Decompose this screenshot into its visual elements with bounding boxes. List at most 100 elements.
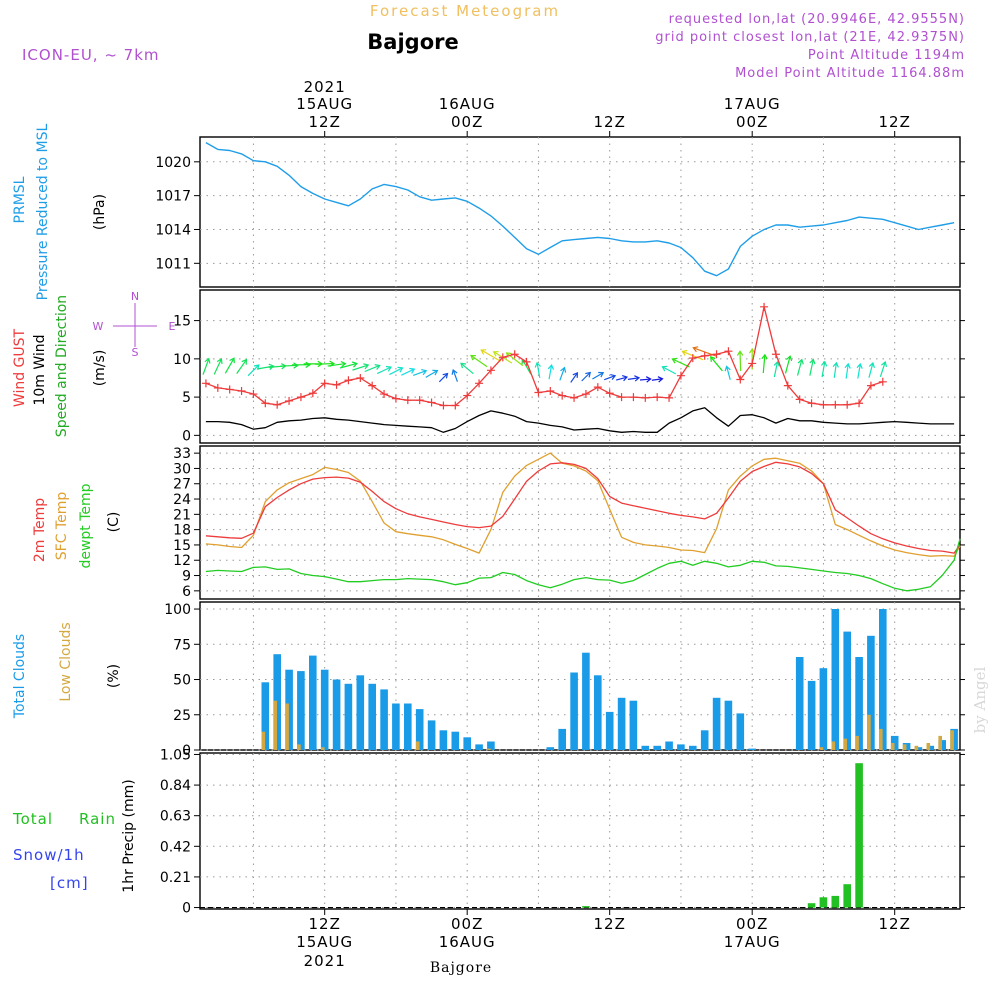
wind-vector-head xyxy=(709,356,716,362)
wind-vector-head xyxy=(460,362,467,369)
wind-vector-head xyxy=(204,357,211,364)
wind-gust-marker xyxy=(498,353,507,362)
y-tick-label: 75 xyxy=(173,637,191,653)
total-cloud-bar xyxy=(617,697,626,750)
wind-vector-shaft xyxy=(364,364,380,373)
wind-gust-marker xyxy=(475,379,484,388)
wind-vector-head xyxy=(585,371,591,378)
wind-vector-shaft xyxy=(796,359,803,376)
wind-vector-head xyxy=(572,371,579,378)
wind-series xyxy=(201,302,955,433)
wind-gust-marker xyxy=(415,396,424,405)
y-tick-label: 1020 xyxy=(155,155,191,171)
total-cloud-bar xyxy=(463,737,471,750)
wind-vector xyxy=(651,376,664,383)
clouds-panel-frame xyxy=(199,601,961,751)
wind-vector-shaft xyxy=(651,378,663,381)
wind-vector-shaft xyxy=(548,365,553,380)
wind-vector-shaft xyxy=(470,355,488,368)
cloud-series xyxy=(261,609,958,750)
wind-gust-marker xyxy=(403,396,412,405)
pressure-line xyxy=(205,141,955,277)
precip-total-label: Total xyxy=(12,810,53,828)
wind-vector-head xyxy=(797,358,804,365)
total-cloud-bar xyxy=(392,703,400,750)
top-time-label-date: 15AUG xyxy=(296,95,353,113)
wind-vector-head xyxy=(560,366,567,373)
total-cloud-bar xyxy=(451,731,460,750)
wind-gust-marker xyxy=(308,389,317,398)
credit-watermark: by Angel xyxy=(971,666,989,733)
wind-vector-head xyxy=(374,364,381,370)
wind-vector xyxy=(844,362,851,379)
y-tick-label: 0.84 xyxy=(160,778,191,794)
wind-vector-head xyxy=(268,363,275,370)
low-cloud-bar xyxy=(914,745,919,750)
y-tick-label: 0.42 xyxy=(160,839,191,855)
y-tick-label: 5 xyxy=(182,390,191,406)
wind-gust-line xyxy=(205,306,883,407)
wind-gust-marker xyxy=(712,350,721,359)
y-tick-label: 21 xyxy=(173,507,191,523)
wind-vector xyxy=(236,358,248,374)
pressure-subtitle: Pressure Reduced to MSL xyxy=(35,123,51,300)
bottom-time-label-hour: 12Z xyxy=(309,915,341,933)
total-cloud-bar xyxy=(380,689,388,750)
wind-gust-marker xyxy=(581,390,590,399)
wind-gust-marker xyxy=(724,347,733,356)
wind-gust-marker xyxy=(427,398,436,407)
y-tick-label: 10 xyxy=(173,352,191,368)
bottom-time-label-hour: 12Z xyxy=(594,915,626,933)
wind-vector xyxy=(639,376,652,383)
total-cloud-bar xyxy=(570,672,578,750)
wind-gust-marker xyxy=(380,390,389,399)
wind-gust-marker xyxy=(225,385,234,394)
wind-gust-label: Wind GUST xyxy=(12,328,28,407)
total-cloud-bar xyxy=(665,741,673,750)
wind-gust-marker xyxy=(760,302,769,311)
compass-south: S xyxy=(132,346,139,359)
total-cloud-bar xyxy=(404,703,412,750)
precip-unit: 1hr Precip (mm) xyxy=(121,779,137,892)
wind-vector-shaft xyxy=(773,361,779,378)
y-tick-label: 0.21 xyxy=(160,870,191,886)
wind-vector-head xyxy=(820,360,828,367)
low-cloud-bar xyxy=(487,748,491,750)
total-cloud-bar xyxy=(712,697,721,750)
total-cloud-bar xyxy=(546,747,555,750)
wind-gust-marker xyxy=(783,381,792,390)
wind-vector xyxy=(202,357,211,375)
rain-bar xyxy=(582,906,590,908)
y-tick-label: 1.05 xyxy=(160,747,191,763)
wind-gust-marker xyxy=(819,400,828,409)
y-tick-label: 6 xyxy=(182,584,191,600)
wind-vector xyxy=(376,365,393,375)
wind-vector-head xyxy=(598,371,605,378)
wind-vector-head xyxy=(724,365,731,372)
wind-vector-head xyxy=(442,372,449,379)
wind-vector xyxy=(724,365,731,380)
rain-bar xyxy=(807,903,816,908)
wind-vector xyxy=(389,366,404,376)
wind-gust-marker xyxy=(605,389,614,398)
bottom-time-label-hour: 00Z xyxy=(451,915,483,933)
t2m-label: 2m Temp xyxy=(32,498,48,562)
wind-vector xyxy=(460,362,474,375)
wind-vector-shaft xyxy=(401,368,415,376)
total-cloud-bar xyxy=(748,748,756,750)
total-cloud-bar xyxy=(867,635,875,750)
wind-vector-shaft xyxy=(339,362,358,369)
wind-gust-marker xyxy=(748,359,757,368)
wind-gust-marker xyxy=(451,401,460,410)
total-cloud-bar xyxy=(950,728,958,750)
wind-vector xyxy=(534,361,541,378)
wind-vector-head xyxy=(681,349,688,356)
wind-vector-head xyxy=(534,361,541,368)
y-tick-label: 25 xyxy=(173,708,191,724)
total-cloud-bar xyxy=(938,740,946,750)
wind-speed-line xyxy=(205,407,955,433)
wind-vector-shaft xyxy=(224,357,235,374)
wind-vector xyxy=(339,361,358,369)
wind-vector-shaft xyxy=(425,370,438,378)
